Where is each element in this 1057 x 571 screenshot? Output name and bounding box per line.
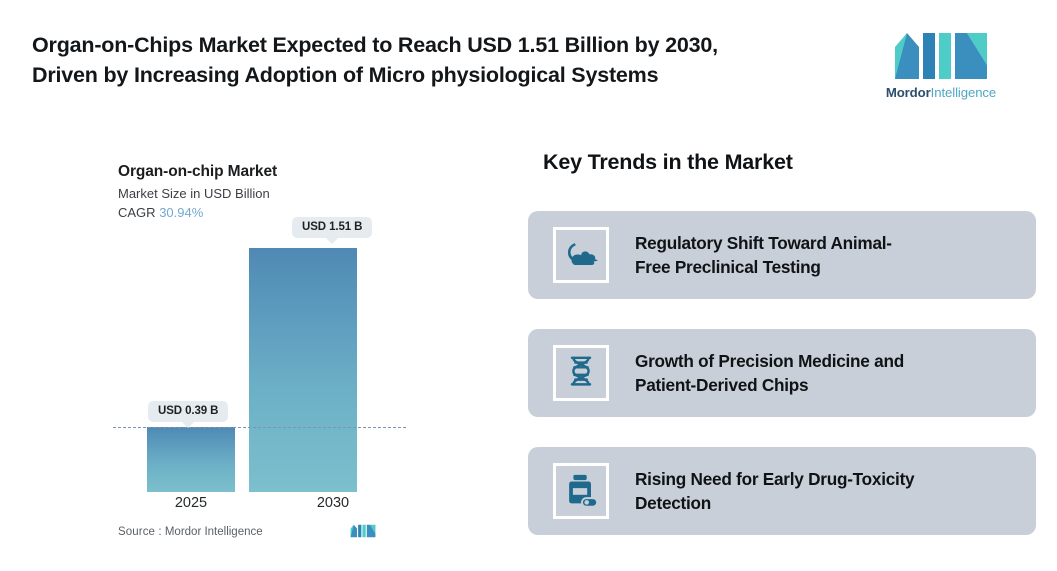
mordor-intelligence-logo-icon	[895, 33, 987, 79]
chart-panel: Organ-on-chip Market Market Size in USD …	[0, 0, 470, 571]
trend-text-3-line-1: Rising Need for Early Drug-Toxicity	[635, 469, 915, 489]
trend-icon-box-3	[553, 463, 609, 519]
reference-dashed-line	[113, 427, 406, 428]
trend-text-1-line-1: Regulatory Shift Toward Animal-	[635, 233, 892, 253]
cagr-label: CAGR	[118, 205, 156, 220]
brand-wordmark: MordorIntelligence	[886, 85, 996, 100]
data-label-2025: USD 0.39 B	[148, 401, 229, 422]
trend-card-1[interactable]: Regulatory Shift Toward Animal- Free Pre…	[528, 211, 1036, 299]
source-label: Source :	[118, 526, 162, 538]
bar-2025[interactable]	[147, 427, 235, 492]
page-title-line-1: Organ-on-Chips Market Expected to Reach …	[32, 33, 718, 57]
page-title-line-2: Driven by Increasing Adoption of Micro p…	[32, 63, 659, 87]
trend-text-1: Regulatory Shift Toward Animal- Free Pre…	[635, 231, 892, 279]
chart-cagr: CAGR 30.94%	[118, 205, 203, 220]
bar-chart-plot	[113, 215, 413, 492]
trend-card-2[interactable]: Growth of Precision Medicine and Patient…	[528, 329, 1036, 417]
pill-bottle-icon	[569, 474, 599, 508]
x-axis-label-2030: 2030	[316, 495, 350, 511]
page-title: Organ-on-Chips Market Expected to Reach …	[32, 30, 862, 90]
dna-helix-icon	[570, 356, 592, 386]
trend-text-2: Growth of Precision Medicine and Patient…	[635, 349, 904, 397]
x-axis-label-2025: 2025	[174, 495, 208, 511]
source-value: Mordor Intelligence	[164, 526, 263, 538]
trend-card-3[interactable]: Rising Need for Early Drug-Toxicity Dete…	[528, 447, 1036, 535]
brand-name-light: Intelligence	[930, 85, 997, 100]
key-trends-title: Key Trends in the Market	[543, 150, 793, 174]
chart-subtitle: Market Size in USD Billion	[118, 186, 270, 201]
brand-name-bold: Mordor	[885, 85, 931, 100]
cagr-value: 30.94%	[159, 205, 204, 220]
mouse-rat-icon	[567, 243, 599, 265]
trend-text-2-line-2: Patient-Derived Chips	[635, 375, 809, 395]
data-label-2030: USD 1.51 B	[292, 217, 373, 238]
mordor-mark-icon	[350, 524, 376, 538]
trend-icon-box-1	[553, 227, 609, 283]
trend-text-3: Rising Need for Early Drug-Toxicity Dete…	[635, 467, 915, 515]
trend-text-1-line-2: Free Preclinical Testing	[635, 257, 821, 277]
bar-2030[interactable]	[249, 248, 357, 492]
trend-text-2-line-1: Growth of Precision Medicine and	[635, 351, 904, 371]
brand-logo: MordorIntelligence	[882, 31, 1000, 103]
key-trends-panel: Key Trends in the Market Regulatory Shif…	[528, 0, 1057, 571]
trend-text-3-line-2: Detection	[635, 493, 712, 513]
source-note: Source : Mordor Intelligence	[118, 526, 263, 538]
trend-icon-box-2	[553, 345, 609, 401]
chart-title: Organ-on-chip Market	[118, 163, 278, 180]
